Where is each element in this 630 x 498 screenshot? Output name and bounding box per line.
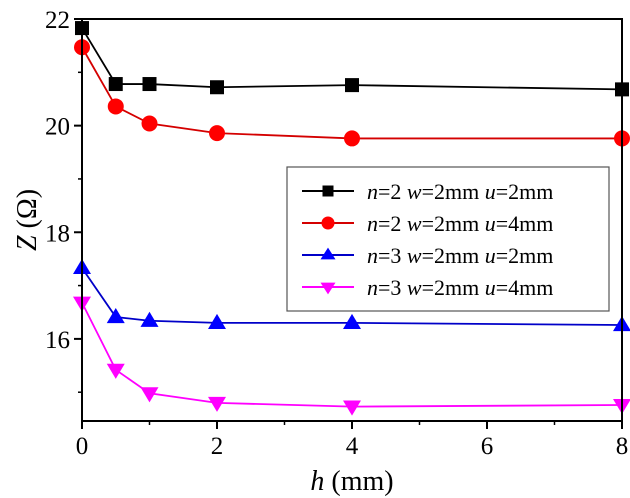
triangle-up-marker xyxy=(140,311,159,327)
series-line xyxy=(81,302,623,408)
triangle-up-marker xyxy=(320,247,336,260)
legend-label-part: u xyxy=(485,211,496,236)
legend-label-part: =3 xyxy=(378,243,407,268)
series-layer xyxy=(73,21,630,416)
triangle-up-marker xyxy=(106,307,125,324)
legend-label-part: w xyxy=(407,243,422,268)
series-2 xyxy=(74,39,630,147)
legend-label: n=3 w=2mm u=2mm xyxy=(367,243,553,268)
series-1 xyxy=(75,21,629,97)
triangle-up-marker xyxy=(343,313,361,329)
legend-label-part: n xyxy=(367,179,378,204)
triangle-down-marker xyxy=(320,282,336,295)
legend-label-part: =2 xyxy=(378,211,407,236)
legend-label-part: =2mm xyxy=(496,179,554,204)
square-marker xyxy=(108,77,123,92)
legend-label: n=2 w=2mm u=4mm xyxy=(367,211,553,236)
triangle-down-marker xyxy=(343,400,361,416)
legend-label-part: w xyxy=(407,211,422,236)
series-line xyxy=(81,267,623,326)
triangle-down-marker xyxy=(208,396,226,412)
y-tick-label: 16 xyxy=(45,327,70,354)
legend-label-part: =2mm xyxy=(422,211,485,236)
y-tick-label: 20 xyxy=(45,114,70,141)
legend-label-part: =4mm xyxy=(496,275,554,300)
legend-label-part: =2mm xyxy=(496,243,554,268)
square-marker xyxy=(345,78,359,93)
circle-marker xyxy=(141,115,158,132)
circle-marker xyxy=(107,98,124,115)
y-axis-title: Z (Ω) xyxy=(12,189,43,251)
legend-label-part: u xyxy=(485,243,496,268)
legend-item: n=3 w=2mm u=4mm xyxy=(302,275,553,300)
legend-item: n=2 w=2mm u=4mm xyxy=(302,211,553,236)
y-axis-var: Z xyxy=(12,235,43,251)
series-line xyxy=(81,27,623,91)
x-axis-unit: (mm) xyxy=(324,466,393,497)
square-marker xyxy=(142,77,157,92)
legend-label-part: u xyxy=(485,275,496,300)
axes-layer: 0 2 4 6 8 16 18 20 22 xyxy=(45,7,628,460)
legend-label-part: u xyxy=(485,179,496,204)
legend-item: n=3 w=2mm u=2mm xyxy=(302,243,553,268)
legend-label-part: =3 xyxy=(378,275,407,300)
legend-label: n=2 w=2mm u=2mm xyxy=(367,179,553,204)
square-marker xyxy=(210,80,224,95)
series-line xyxy=(81,46,622,140)
legend-label-part: n xyxy=(367,243,378,268)
square-marker xyxy=(322,185,334,197)
legend-label: n=3 w=2mm u=4mm xyxy=(367,275,553,300)
x-tick-label: 6 xyxy=(481,433,494,460)
circle-marker xyxy=(321,216,335,230)
x-tick-label: 4 xyxy=(346,433,359,460)
circle-marker xyxy=(209,125,225,142)
x-tick-label: 8 xyxy=(616,433,629,460)
series-4 xyxy=(73,296,630,416)
legend-label-part: n xyxy=(367,275,378,300)
y-tick-label: 22 xyxy=(45,7,70,34)
legend-label-part: =2mm xyxy=(422,179,485,204)
triangle-down-marker xyxy=(140,387,159,403)
triangle-down-marker xyxy=(106,363,125,379)
legend-label-part: w xyxy=(407,179,422,204)
legend-label-part: =2 xyxy=(378,179,407,204)
legend-label-part: n xyxy=(367,211,378,236)
x-axis-title: h (mm) xyxy=(310,466,393,497)
legend-item: n=2 w=2mm u=2mm xyxy=(302,179,553,204)
legend-label-part: =4mm xyxy=(496,211,554,236)
x-tick-label: 2 xyxy=(211,433,224,460)
y-tick-label: 18 xyxy=(45,220,70,247)
legend-label-part: =2mm xyxy=(422,243,485,268)
legend-label-part: =2mm xyxy=(422,275,485,300)
circle-marker xyxy=(344,130,360,147)
triangle-up-marker xyxy=(208,313,226,329)
y-axis-unit: (Ω) xyxy=(12,189,43,235)
x-tick-label: 0 xyxy=(76,433,89,460)
legend-label-part: w xyxy=(407,275,422,300)
x-axis-var: h xyxy=(310,466,324,497)
